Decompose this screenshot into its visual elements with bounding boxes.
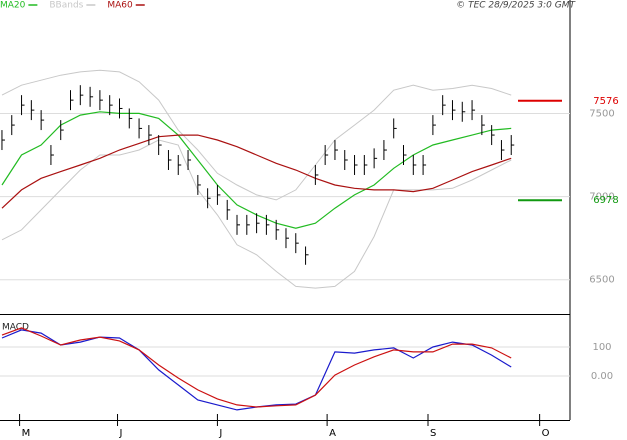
- y-tick-label: 6500: [589, 275, 614, 286]
- y-tick-label: 7000: [589, 192, 614, 203]
- legend-label: BBands: [49, 1, 83, 11]
- bollinger-band: [1, 69, 512, 201]
- legend-label: MA60: [107, 1, 133, 11]
- moving-average: [1, 134, 512, 209]
- x-tick-label: J: [218, 428, 222, 439]
- x-tick-label: S: [430, 428, 436, 439]
- macd-line: [1, 327, 512, 408]
- macd-title: MACD: [2, 323, 29, 333]
- y-tick-label: 7500: [589, 108, 614, 119]
- source: © TEC 28/9/2025 3:0 GMT: [456, 1, 576, 11]
- x-tick-label: O: [542, 428, 550, 439]
- legend-label: MA20: [0, 1, 26, 11]
- y-tick-label: 0.00: [591, 371, 613, 382]
- level-label: 6978: [593, 195, 618, 206]
- level-label: 7576: [593, 96, 618, 107]
- y-tick-label: 100: [592, 342, 611, 353]
- x-tick-label: M: [22, 428, 31, 439]
- x-tick-label: A: [329, 428, 336, 439]
- x-tick-label: J: [119, 428, 123, 439]
